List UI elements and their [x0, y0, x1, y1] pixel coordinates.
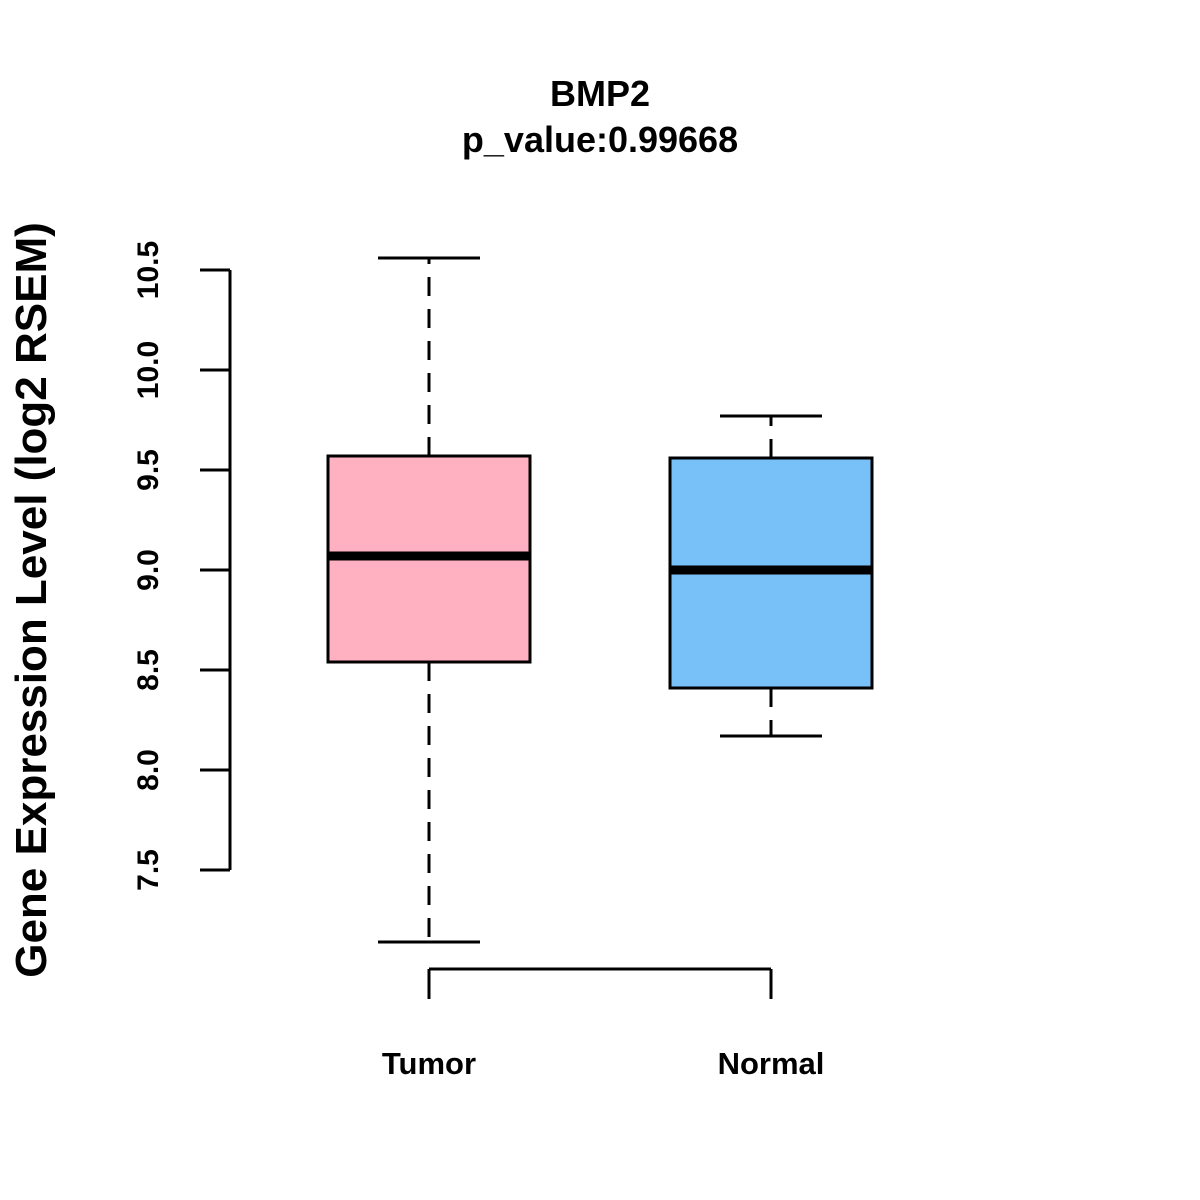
y-tick-label: 9.5 — [132, 449, 165, 491]
x-tick-label: Normal — [718, 1046, 825, 1081]
y-axis: 7.5 8.0 8.5 9.0 9.5 10.0 10.5 — [132, 241, 232, 891]
y-axis-label: Gene Expression Level (log2 RSEM) — [7, 222, 56, 978]
chart-title: BMP2 — [550, 73, 650, 114]
y-tick-label: 8.0 — [132, 749, 165, 791]
y-tick-label: 9.0 — [132, 549, 165, 591]
box-tumor — [326, 256, 532, 944]
y-tick-label: 10.5 — [132, 241, 165, 299]
y-tick-label: 7.5 — [132, 849, 165, 891]
box-normal — [668, 414, 874, 738]
x-tick-label: Tumor — [382, 1046, 476, 1081]
chart-subtitle: p_value:0.99668 — [462, 119, 738, 160]
x-axis: Tumor Normal — [382, 967, 825, 1081]
boxes-layer — [326, 256, 874, 944]
y-tick-label: 8.5 — [132, 649, 165, 691]
y-tick-label: 10.0 — [132, 341, 165, 399]
